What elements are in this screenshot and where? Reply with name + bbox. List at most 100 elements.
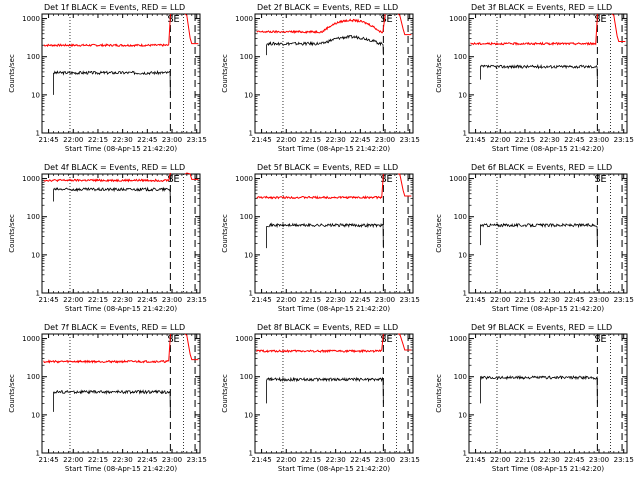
- x-tick-label: 21:45: [38, 296, 58, 304]
- marker-e: E: [600, 14, 606, 25]
- detector-panel-1: Det 1f BLACK = Events, RED = LLD 1 10 100 10…: [8, 3, 207, 153]
- y-axis-label: Counts/sec: [221, 54, 229, 93]
- lld-series-tail: [611, 13, 626, 43]
- x-tick-label: 23:00: [162, 136, 182, 144]
- x-tick-label: 23:15: [400, 296, 420, 304]
- x-tick-label: 23:15: [614, 456, 634, 464]
- events-series: [266, 222, 384, 249]
- y-tick-label: 1: [463, 290, 467, 298]
- x-tick-label: 22:15: [515, 296, 535, 304]
- y-tick-label: 1000: [449, 335, 467, 343]
- detector-panel-6: Det 6f BLACK = Events, RED = LLD 1 10 100 10…: [435, 163, 634, 313]
- x-tick-label: 22:00: [276, 456, 296, 464]
- y-tick-label: 100: [27, 53, 40, 61]
- x-tick-label: 22:15: [301, 456, 321, 464]
- y-tick-label: 100: [240, 373, 253, 381]
- y-tick-label: 100: [27, 213, 40, 221]
- x-tick-label: 22:00: [63, 296, 83, 304]
- y-tick-label: 1000: [449, 15, 467, 23]
- x-tick-label: 22:30: [540, 136, 560, 144]
- lld-series: [43, 14, 171, 48]
- x-tick-label: 21:45: [38, 456, 58, 464]
- y-axis-label: Counts/sec: [8, 54, 16, 93]
- y-tick-label: 1: [463, 450, 467, 458]
- x-axis-label: Start Time (08-Apr-15 21:42:20): [278, 145, 390, 153]
- detector-panel-3: Det 3f BLACK = Events, RED = LLD 1 10 100 10…: [435, 3, 634, 153]
- y-tick-label: 10: [458, 251, 467, 259]
- lld-series: [256, 334, 384, 354]
- y-tick-label: 10: [458, 91, 467, 99]
- x-tick-label: 22:30: [113, 456, 133, 464]
- lld-series-tail: [397, 13, 412, 36]
- x-tick-label: 22:30: [326, 456, 346, 464]
- y-tick-label: 1000: [235, 15, 253, 23]
- x-tick-label: 22:45: [137, 296, 157, 304]
- x-tick-label: 23:15: [187, 456, 207, 464]
- marker-s: S: [380, 14, 386, 25]
- marker-e: E: [173, 174, 179, 185]
- y-axis-label: Counts/sec: [221, 374, 229, 413]
- y-axis-label: Counts/sec: [8, 374, 16, 413]
- marker-e: E: [386, 334, 392, 345]
- events-series: [480, 222, 598, 246]
- x-tick-label: 22:30: [540, 296, 560, 304]
- x-tick-label: 22:15: [515, 456, 535, 464]
- x-tick-label: 22:00: [490, 136, 510, 144]
- y-tick-label: 100: [454, 53, 467, 61]
- lld-series: [256, 174, 384, 200]
- y-axis-label: Counts/sec: [435, 214, 443, 253]
- plot-frame: [468, 13, 628, 134]
- x-tick-label: 23:00: [162, 296, 182, 304]
- y-tick-label: 1: [249, 130, 253, 138]
- y-tick-label: 10: [244, 411, 253, 419]
- events-series: [480, 374, 598, 404]
- x-axis-label: Start Time (08-Apr-15 21:42:20): [65, 145, 177, 153]
- lld-series: [43, 334, 171, 364]
- x-tick-label: 22:30: [540, 456, 560, 464]
- x-tick-label: 21:45: [251, 136, 271, 144]
- plot-frame: [254, 13, 414, 134]
- marker-e: E: [173, 334, 179, 345]
- detector-panel-4: Det 4f BLACK = Events, RED = LLD 1 10 100 10…: [8, 163, 207, 313]
- marker-e: E: [386, 14, 392, 25]
- x-tick-label: 23:00: [589, 296, 609, 304]
- detector-panel-9: Det 9f BLACK = Events, RED = LLD 1 10 100 10…: [435, 323, 634, 473]
- x-axis-label: Start Time (08-Apr-15 21:42:20): [278, 305, 390, 313]
- events-series: [266, 376, 384, 404]
- x-tick-label: 22:30: [113, 296, 133, 304]
- x-tick-label: 21:45: [465, 456, 485, 464]
- y-tick-label: 100: [240, 213, 253, 221]
- x-tick-label: 22:30: [326, 136, 346, 144]
- x-tick-label: 22:00: [490, 456, 510, 464]
- y-tick-label: 1: [36, 130, 40, 138]
- marker-s: S: [594, 174, 600, 185]
- y-tick-label: 1000: [22, 15, 40, 23]
- y-tick-label: 1: [36, 450, 40, 458]
- x-tick-label: 22:00: [490, 296, 510, 304]
- x-tick-label: 21:45: [251, 296, 271, 304]
- lld-series: [256, 14, 386, 34]
- marker-s: S: [380, 174, 386, 185]
- panel-title: Det 2f BLACK = Events, RED = LLD: [257, 3, 398, 12]
- x-tick-label: 23:00: [162, 456, 182, 464]
- x-tick-label: 22:00: [63, 456, 83, 464]
- y-tick-label: 10: [244, 251, 253, 259]
- x-axis-label: Start Time (08-Apr-15 21:42:20): [492, 145, 604, 153]
- x-tick-label: 23:00: [589, 136, 609, 144]
- y-tick-label: 1000: [235, 335, 253, 343]
- plot-frame: [41, 173, 201, 294]
- x-axis-label: Start Time (08-Apr-15 21:42:20): [492, 465, 604, 473]
- marker-s: S: [380, 334, 386, 345]
- marker-e: E: [386, 174, 392, 185]
- panel-title: Det 8f BLACK = Events, RED = LLD: [257, 323, 398, 332]
- y-tick-label: 10: [31, 251, 40, 259]
- events-series: [266, 34, 384, 56]
- lld-series-tail: [184, 13, 199, 45]
- x-tick-label: 21:45: [465, 296, 485, 304]
- y-axis-label: Counts/sec: [435, 54, 443, 93]
- y-axis-label: Counts/sec: [221, 214, 229, 253]
- y-tick-label: 1: [249, 450, 253, 458]
- x-tick-label: 22:45: [137, 136, 157, 144]
- y-tick-label: 10: [244, 91, 253, 99]
